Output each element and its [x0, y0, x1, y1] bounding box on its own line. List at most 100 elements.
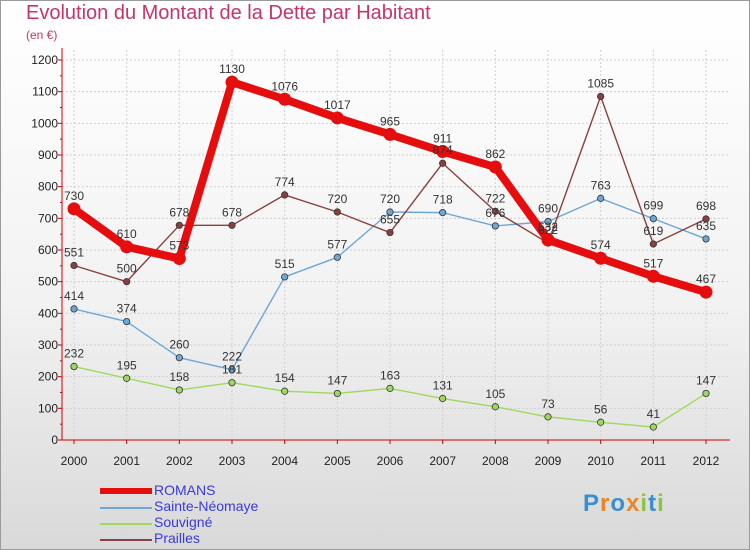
data-label: 720 — [380, 192, 400, 206]
data-label: 874 — [433, 143, 453, 157]
x-tick-label: 2009 — [535, 454, 562, 468]
data-point — [281, 387, 289, 395]
data-point — [333, 253, 341, 261]
data-label: 158 — [169, 370, 189, 384]
data-point — [544, 217, 552, 226]
data-label: 574 — [591, 238, 611, 252]
data-label: 632 — [538, 220, 558, 234]
data-point — [333, 208, 341, 216]
data-labels-layer: 414 374 260 222 515 577 720 718 676 690 763 699 635 2… — [64, 62, 716, 421]
y-tick-label: 500 — [38, 275, 58, 289]
data-label: 105 — [485, 387, 505, 401]
data-point — [597, 418, 605, 426]
y-tick-label: 100 — [38, 401, 58, 415]
legend-swatch-sainte-neomaye — [100, 507, 152, 509]
y-tick-label: 600 — [38, 243, 58, 257]
data-point — [172, 252, 186, 266]
data-label: 1085 — [587, 76, 614, 90]
data-label: 163 — [380, 368, 400, 382]
data-point — [702, 235, 710, 243]
data-label: 965 — [380, 114, 400, 128]
y-tick-label: 1200 — [31, 53, 58, 67]
data-label: 56 — [594, 402, 608, 416]
data-label: 619 — [643, 224, 663, 238]
data-point — [281, 273, 289, 281]
data-point — [491, 207, 499, 215]
data-point — [699, 285, 713, 299]
data-label: 1017 — [324, 98, 351, 112]
legend-label-sainte-neomaye: Sainte-Néomaye — [154, 498, 259, 514]
data-label: 730 — [64, 189, 84, 203]
x-tick-label: 2012 — [693, 454, 720, 468]
data-label: 551 — [64, 246, 84, 260]
x-tick-label: 2004 — [271, 454, 298, 468]
data-label: 41 — [647, 407, 661, 421]
legend-label-romans: ROMANS — [154, 482, 216, 498]
data-point — [649, 215, 657, 223]
data-label: 515 — [275, 257, 295, 271]
data-point — [541, 233, 555, 247]
data-label: 720 — [327, 192, 347, 206]
x-tick-label: 2008 — [482, 454, 509, 468]
data-point — [228, 366, 236, 374]
y-tick-label: 900 — [38, 148, 58, 162]
data-point — [70, 362, 78, 371]
x-tick-label: 2006 — [377, 454, 404, 468]
legend: ROMANS Sainte-Néomaye Souvigné Prailles — [100, 482, 360, 548]
data-label: 862 — [485, 147, 505, 161]
x-tick-label: 2002 — [166, 454, 193, 468]
logo-letter: x — [626, 490, 641, 517]
data-label: 500 — [117, 262, 137, 276]
data-label: 232 — [64, 347, 84, 361]
data-point — [175, 386, 183, 394]
legend-swatch-souvigne — [100, 523, 152, 525]
legend-item-souvigne: Souvigné — [100, 514, 360, 532]
data-label: 577 — [327, 237, 347, 251]
data-point — [439, 394, 447, 403]
data-label: 222 — [222, 350, 242, 364]
chart-subtitle: (en €) — [26, 28, 58, 42]
data-point — [702, 215, 710, 223]
data-label: 774 — [275, 175, 295, 189]
data-label: 622 — [538, 223, 558, 237]
data-point — [70, 261, 78, 270]
data-point — [281, 191, 289, 199]
x-tick-label: 2011 — [640, 454, 666, 468]
y-tick-label: 1000 — [31, 116, 58, 130]
data-label: 699 — [643, 199, 663, 213]
data-point — [702, 389, 710, 398]
data-point — [333, 389, 341, 398]
data-point — [386, 208, 394, 216]
data-label: 73 — [541, 397, 555, 411]
data-point — [330, 111, 344, 125]
data-point — [649, 240, 657, 248]
x-tick-label: 2005 — [324, 454, 351, 468]
data-label: 655 — [380, 213, 400, 227]
data-point — [436, 145, 450, 159]
y-tick-label: 300 — [38, 338, 58, 352]
x-tick-label: 2000 — [61, 454, 88, 468]
data-label: 414 — [64, 289, 84, 303]
series-layer — [67, 75, 713, 431]
data-label: 154 — [275, 371, 295, 385]
y-tick-label: 200 — [38, 370, 58, 384]
logo-letter: i — [657, 490, 665, 517]
logo-letter: t — [648, 490, 658, 517]
data-point — [491, 222, 499, 230]
data-label: 678 — [222, 205, 242, 219]
data-label: 147 — [327, 373, 347, 387]
data-label: 374 — [117, 302, 137, 316]
proxiti-logo: Proxiti — [583, 490, 665, 518]
data-point — [123, 374, 131, 382]
data-point — [649, 423, 657, 431]
logo-letter: P — [583, 490, 601, 517]
x-tick-label: 2010 — [587, 454, 614, 468]
data-point — [278, 92, 292, 106]
data-point — [439, 209, 447, 217]
legend-item-prailles: Prailles — [100, 530, 360, 548]
data-point — [175, 354, 183, 362]
data-label: 722 — [485, 191, 505, 205]
data-label: 195 — [117, 358, 137, 372]
data-point — [439, 159, 447, 167]
